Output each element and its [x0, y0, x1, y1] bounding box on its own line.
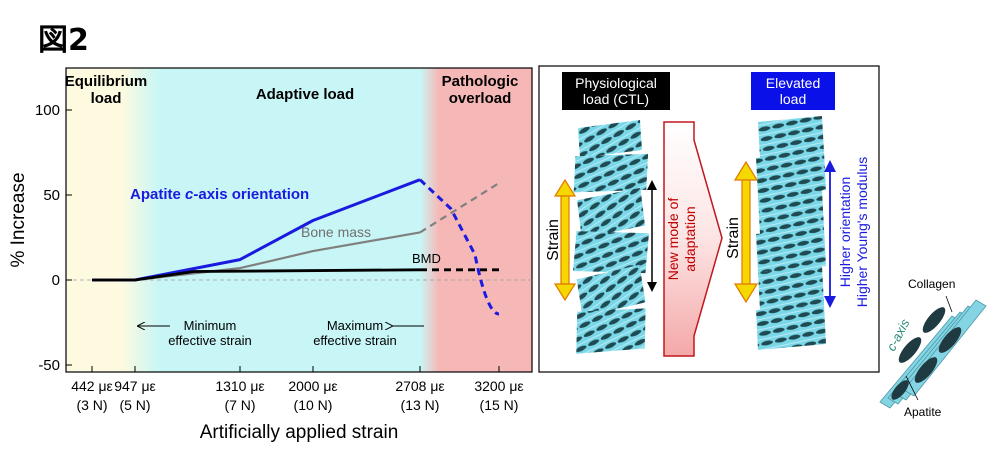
- physiological-label-1: Physiological: [575, 75, 657, 91]
- physiological-label-box: [562, 72, 670, 110]
- right-annotation-1: Higher orientation: [837, 177, 853, 288]
- zone-label-pathologic-2: overload: [449, 90, 512, 107]
- adaptation-text-2: adaptation: [682, 206, 698, 271]
- x-tick-label-strain: 1310 με: [215, 378, 264, 394]
- max-strain-label-1: Maximum: [327, 318, 383, 333]
- figure-label: 図2: [38, 23, 89, 58]
- physiological-fibril-cluster: [572, 120, 649, 354]
- y-tick-label: -50: [38, 357, 60, 374]
- series-layer: [92, 178, 500, 316]
- series-dashed-bone-mass: [419, 182, 500, 234]
- y-tick-label: 50: [43, 187, 60, 204]
- max-strain-label-2: effective strain: [313, 333, 397, 348]
- strain-label-left: Strain: [545, 219, 562, 261]
- zone-label-equilibrium-2: load: [91, 90, 122, 107]
- x-tick-label-strain: 3200 με: [474, 378, 523, 394]
- min-strain-label-1: Minimum: [184, 318, 237, 333]
- x-tick-label-load: (10 N): [294, 397, 333, 413]
- strain-label-right: Strain: [725, 217, 742, 259]
- adaptation-text-1: New mode of: [665, 198, 681, 281]
- zone-label-adaptive: Adaptive load: [256, 86, 354, 103]
- diagram-panel: Physiological load (CTL) Elevated load S…: [538, 65, 880, 373]
- series-label-bone-mass: Bone mass: [301, 224, 371, 240]
- plot-frame: [65, 67, 533, 373]
- strain-arrow-left: [553, 178, 577, 302]
- adaptation-arrow: [663, 121, 723, 357]
- series-line-bmd: [92, 268, 421, 282]
- x-tick-label-strain: 2708 με: [395, 378, 444, 394]
- x-tick-label-load: (15 N): [480, 397, 519, 413]
- y-axis-title: % Increase: [8, 172, 29, 267]
- elevated-fibril-cluster: [756, 116, 826, 350]
- collagen-layers-illustration: [879, 295, 987, 409]
- chart: Equilibrium load Adaptive load Pathologi…: [8, 67, 533, 443]
- zone-background: [66, 68, 532, 372]
- strain-arrow-right: [733, 160, 759, 304]
- series-label-apatite: Apatite c-axis orientation: [130, 186, 309, 203]
- zone-label-equilibrium-1: Equilibrium: [65, 73, 148, 90]
- extent-arrow-right: [824, 160, 836, 308]
- y-tick-label: 100: [35, 102, 60, 119]
- right-annotation-2: Higher Young's modulus: [854, 157, 870, 308]
- physiological-label-2: load (CTL): [583, 91, 649, 107]
- elevated-label-box: [751, 72, 835, 110]
- extent-arrow-left: [647, 180, 657, 292]
- x-axis-title: Artificially applied strain: [200, 422, 399, 443]
- x-tick-label-strain: 947 με: [114, 378, 156, 394]
- x-tick-label-load: (13 N): [401, 397, 440, 413]
- collagen-label: Collagen: [908, 277, 955, 291]
- x-axis: 442 με (3 N) 947 με (5 N) 1310 με (7 N) 2000 μ…: [71, 366, 524, 413]
- series-label-bmd: BMD: [412, 251, 441, 266]
- x-tick-label-load: (5 N): [119, 397, 150, 413]
- y-tick-label: 0: [52, 272, 60, 289]
- x-tick-label-load: (7 N): [224, 397, 255, 413]
- min-strain-label-2: effective strain: [168, 333, 252, 348]
- elevated-label-2: load: [780, 91, 806, 107]
- zone-label-pathologic-1: Pathologic: [442, 73, 519, 90]
- x-tick-label-strain: 2000 με: [288, 378, 337, 394]
- y-axis: -50 0 50 100: [35, 102, 72, 374]
- elevated-label-1: Elevated: [766, 75, 820, 91]
- x-tick-label-load: (3 N): [76, 397, 107, 413]
- x-tick-label-strain: 442 με: [71, 378, 113, 394]
- apatite-label: Apatite: [904, 405, 942, 419]
- collagen-apatite-inset: Collagen c-axis Apatite: [879, 277, 987, 419]
